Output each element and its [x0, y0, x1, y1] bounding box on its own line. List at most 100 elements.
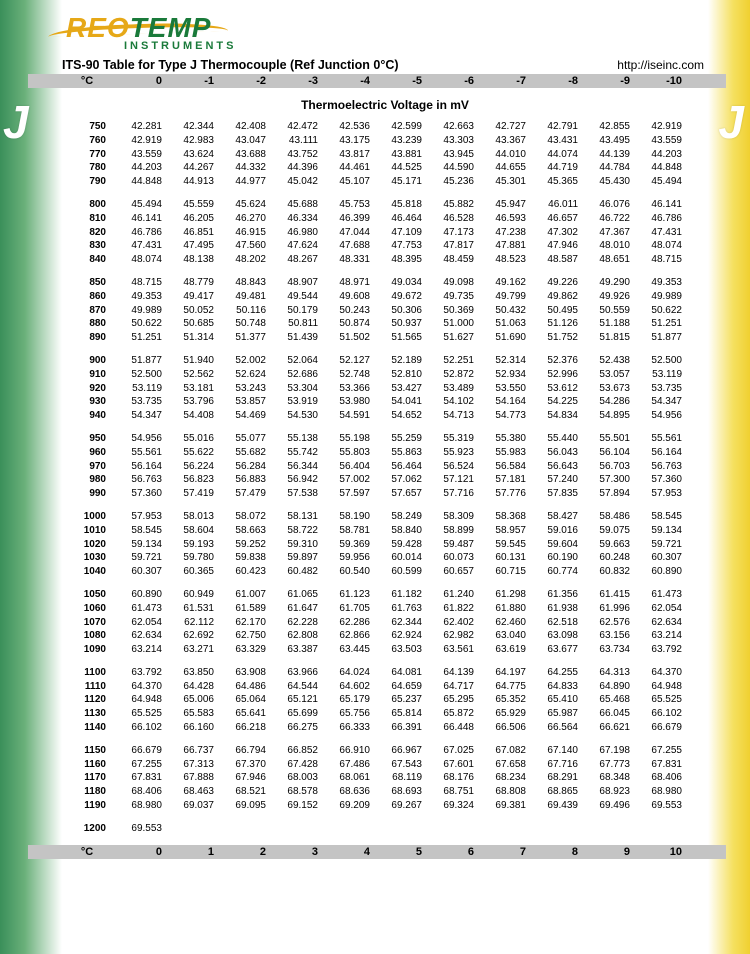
title-row: ITS-90 Table for Type J Thermocouple (Re…	[62, 58, 704, 72]
cell-value: 48.971	[324, 276, 376, 290]
cell-value: 53.119	[636, 368, 688, 382]
cell-value: 48.651	[584, 253, 636, 267]
row-temp: 750	[58, 120, 116, 134]
cell-value: 65.525	[116, 707, 168, 721]
cell-value: 55.138	[272, 432, 324, 446]
cell-value: 63.792	[636, 643, 688, 657]
cell-value: 66.852	[272, 744, 324, 758]
cell-value: 59.838	[220, 551, 272, 565]
cell-value: 46.980	[272, 226, 324, 240]
cell-value: 55.803	[324, 446, 376, 460]
cell-value: 51.627	[428, 331, 480, 345]
cell-value: 46.270	[220, 212, 272, 226]
cell-value: 60.482	[272, 565, 324, 579]
cell-value: 48.074	[116, 253, 168, 267]
row-group: 105060.89060.94961.00761.06561.12361.182…	[58, 588, 708, 657]
cell-value: 44.590	[428, 161, 480, 175]
cell-value: 51.690	[480, 331, 532, 345]
cell-value: 57.300	[584, 473, 636, 487]
header-col: -5	[376, 75, 428, 87]
cell-value: 48.267	[272, 253, 324, 267]
cell-value: 54.469	[220, 409, 272, 423]
cell-value: 56.464	[376, 460, 428, 474]
cell-value: 68.291	[532, 771, 584, 785]
cell-value: 54.164	[480, 395, 532, 409]
cell-value: 53.612	[532, 382, 584, 396]
header-col: -6	[428, 75, 480, 87]
cell-value: 50.811	[272, 317, 324, 331]
cell-value: 66.102	[116, 721, 168, 735]
cell-value: 56.524	[428, 460, 480, 474]
cell-value: 46.722	[584, 212, 636, 226]
table-row: 75042.28142.34442.40842.47242.53642.5994…	[58, 120, 708, 134]
cell-value: 52.686	[272, 368, 324, 382]
cell-value: 48.074	[636, 239, 688, 253]
footer-col: 3	[272, 846, 324, 858]
cell-value: 49.226	[532, 276, 584, 290]
cell-value: 68.808	[480, 785, 532, 799]
cell-value: 64.717	[428, 680, 480, 694]
cell-value: 51.251	[636, 317, 688, 331]
cell-value: 61.763	[376, 602, 428, 616]
table-row: 107062.05462.11262.17062.22862.28662.344…	[58, 616, 708, 630]
cell-value: 52.189	[376, 354, 428, 368]
cell-value: 42.855	[584, 120, 636, 134]
row-temp: 1170	[58, 771, 116, 785]
footer-col: 10	[636, 846, 688, 858]
cell-value: 64.486	[220, 680, 272, 694]
footer-col: 8	[532, 846, 584, 858]
cell-value: 67.370	[220, 758, 272, 772]
cell-value: 65.295	[428, 693, 480, 707]
cell-value: 58.840	[376, 524, 428, 538]
cell-value: 69.095	[220, 799, 272, 813]
cell-value: 65.237	[376, 693, 428, 707]
cell-value: 60.540	[324, 565, 376, 579]
cell-value: 60.307	[636, 551, 688, 565]
row-temp: 1000	[58, 510, 116, 524]
table-row: 119068.98069.03769.09569.15269.20969.267…	[58, 799, 708, 813]
row-group: 80045.49445.55945.62445.68845.75345.8184…	[58, 198, 708, 267]
cell-value: 43.688	[220, 148, 272, 162]
cell-value: 68.406	[636, 771, 688, 785]
cell-value: 59.780	[168, 551, 220, 565]
cell-value: 52.872	[428, 368, 480, 382]
cell-value: 58.249	[376, 510, 428, 524]
cell-value: 49.481	[220, 290, 272, 304]
cell-value: 58.663	[220, 524, 272, 538]
cell-value: 62.054	[636, 602, 688, 616]
cell-value: 56.703	[584, 460, 636, 474]
cell-value: 58.131	[272, 510, 324, 524]
cell-value: 65.410	[532, 693, 584, 707]
cell-value: 45.624	[220, 198, 272, 212]
cell-value: 62.460	[480, 616, 532, 630]
cell-value: 52.002	[220, 354, 272, 368]
table-row: 106061.47361.53161.58961.64761.70561.763…	[58, 602, 708, 616]
cell-value: 49.353	[636, 276, 688, 290]
cell-value: 46.011	[532, 198, 584, 212]
cell-value: 65.064	[220, 693, 272, 707]
cell-value: 66.794	[220, 744, 272, 758]
cell-value: 53.243	[220, 382, 272, 396]
cell-value: 55.863	[376, 446, 428, 460]
cell-value: 50.622	[116, 317, 168, 331]
cell-value: 44.913	[168, 175, 220, 189]
cell-value: 45.818	[376, 198, 428, 212]
page-title: ITS-90 Table for Type J Thermocouple (Re…	[62, 58, 399, 72]
cell-value: 58.368	[480, 510, 532, 524]
cell-value: 61.822	[428, 602, 480, 616]
cell-value: 48.843	[220, 276, 272, 290]
cell-value: 66.102	[636, 707, 688, 721]
cell-value: 65.121	[272, 693, 324, 707]
cell-value: 52.562	[168, 368, 220, 382]
cell-value: 46.334	[272, 212, 324, 226]
table-row: 105060.89060.94961.00761.06561.12361.182…	[58, 588, 708, 602]
cell-value: 44.010	[480, 148, 532, 162]
cell-value: 51.502	[324, 331, 376, 345]
cell-value: 43.881	[376, 148, 428, 162]
cell-value: 57.121	[428, 473, 480, 487]
cell-value: 43.624	[168, 148, 220, 162]
cell-value: 67.198	[584, 744, 636, 758]
cell-value: 58.545	[636, 510, 688, 524]
cell-value: 46.141	[636, 198, 688, 212]
cell-value: 54.041	[376, 395, 428, 409]
